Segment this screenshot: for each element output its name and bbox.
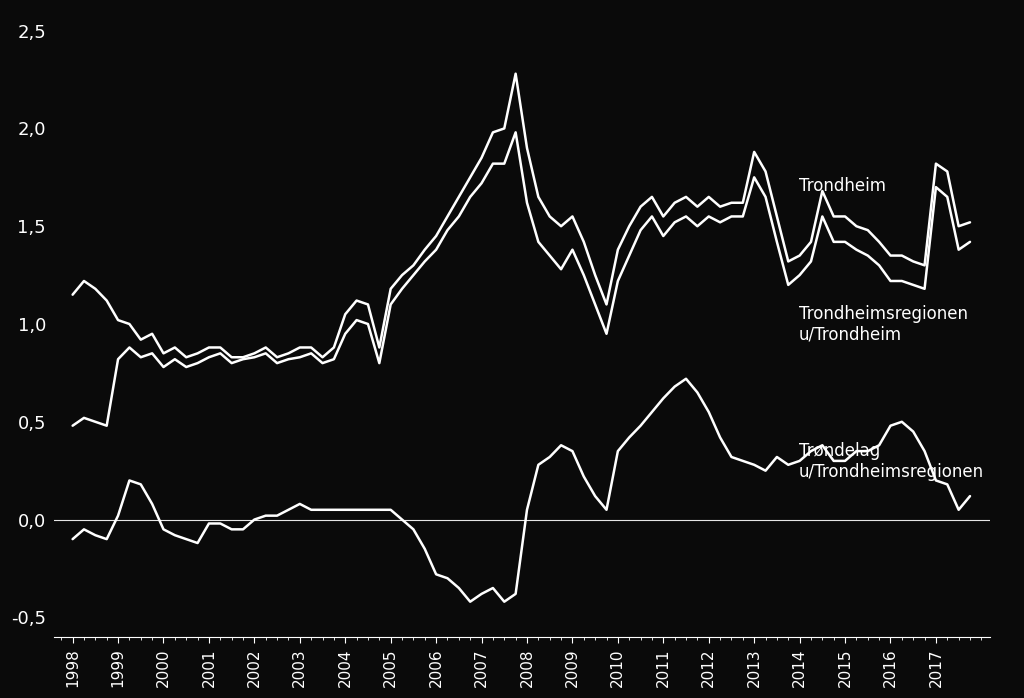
Text: Trondheimsregionen
u/Trondheim: Trondheimsregionen u/Trondheim xyxy=(799,304,968,343)
Text: Trøndelag
u/Trondheimsregionen: Trøndelag u/Trondheimsregionen xyxy=(799,443,984,481)
Text: Trondheim: Trondheim xyxy=(799,177,886,195)
